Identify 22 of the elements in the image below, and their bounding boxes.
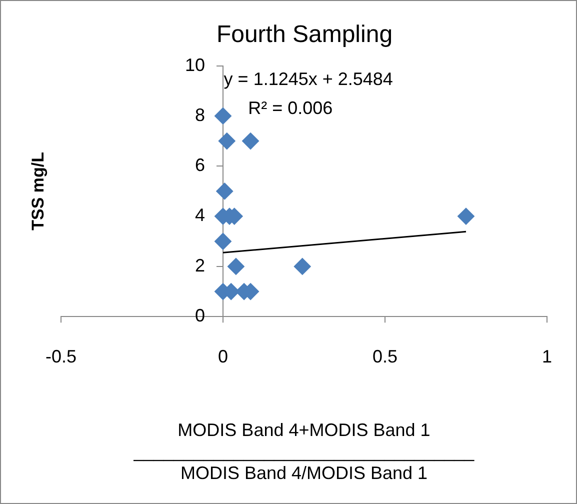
point [216,182,234,200]
x-tick-label: -0.5 [45,346,77,366]
annotation: R² = 0.006 [248,98,333,118]
chart-title: Fourth Sampling [216,21,393,48]
y-axis-title: TSS mg/L [28,152,48,230]
x-tick-label: 1 [542,346,552,366]
y-tick-label: 2 [194,255,223,276]
y-tick-label: 0 [194,306,223,326]
y-tick-label: 6 [194,155,223,176]
point [294,258,311,275]
point [227,258,244,275]
x-axis-title: MODIS Band 4+MODIS Band 1 __________________________________ MODIS Band 4/MODIS Band 1 [132,420,476,484]
y-tick-label: 4 [194,205,223,226]
point [457,208,474,225]
point [218,132,236,150]
x-tick-label: 0.5 [372,346,398,366]
y-tick-label: 8 [194,104,223,125]
point [214,232,232,250]
point [242,132,260,150]
y-tick-label: 10 [184,54,223,75]
point [214,107,232,124]
annotation: y = 1.1245x + 2.5484 [224,68,393,89]
